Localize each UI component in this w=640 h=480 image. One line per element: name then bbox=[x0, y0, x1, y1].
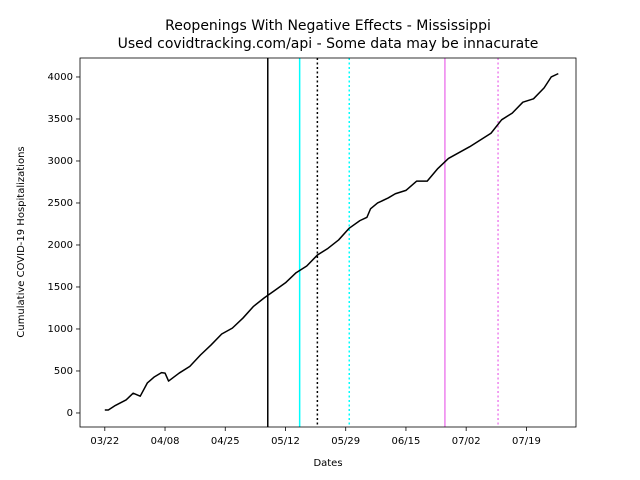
x-tick-label: 04/25 bbox=[211, 436, 240, 447]
chart-title: Reopenings With Negative Effects - Missi… bbox=[165, 18, 491, 34]
x-tick-label: 07/19 bbox=[512, 436, 541, 447]
y-tick-label: 2500 bbox=[48, 198, 73, 209]
x-tick-label: 05/12 bbox=[271, 436, 300, 447]
y-tick-label: 3000 bbox=[48, 156, 73, 167]
y-tick-label: 4000 bbox=[48, 72, 73, 83]
chart-subtitle: Used covidtracking.com/api - Some data m… bbox=[118, 36, 539, 52]
data-line bbox=[104, 72, 559, 411]
x-tick-label: 03/22 bbox=[90, 436, 119, 447]
y-tick-label: 1500 bbox=[48, 282, 73, 293]
plot-frame bbox=[79, 57, 577, 428]
y-tick-label: 1000 bbox=[48, 324, 73, 335]
y-tick-label: 500 bbox=[54, 366, 73, 377]
y-tick-label: 3500 bbox=[48, 114, 73, 125]
y-tick-label: 2000 bbox=[48, 240, 73, 251]
y-axis-label: Cumulative COVID-19 Hospitalizations bbox=[16, 146, 27, 337]
x-axis-label: Dates bbox=[313, 458, 342, 469]
x-tick-label: 04/08 bbox=[151, 436, 180, 447]
x-tick-label: 05/29 bbox=[331, 436, 360, 447]
x-tick-label: 06/15 bbox=[392, 436, 421, 447]
x-tick-label: 07/02 bbox=[452, 436, 481, 447]
y-tick-label: 0 bbox=[67, 408, 73, 419]
